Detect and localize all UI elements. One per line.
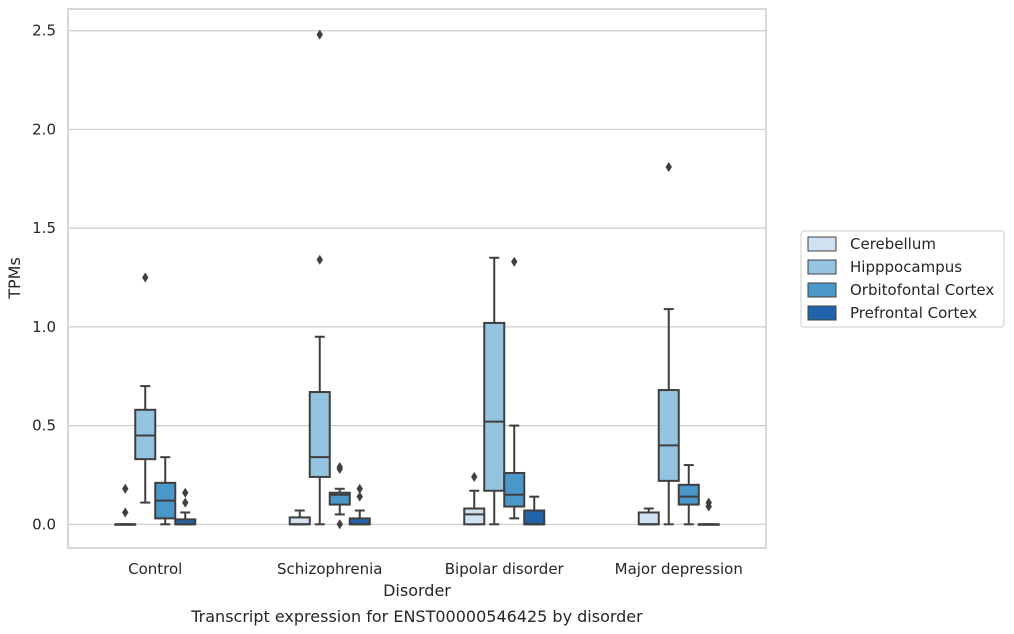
box-prefrontal-cortex bbox=[697, 497, 720, 526]
outlier-point bbox=[511, 256, 518, 267]
x-tick-labels: Control Schizophrenia Bipolar disorder Majo… bbox=[128, 560, 743, 578]
x-tick-label: Bipolar disorder bbox=[445, 560, 565, 578]
iqr-box bbox=[483, 321, 506, 492]
outlier-point bbox=[316, 29, 323, 40]
box-plot-area bbox=[114, 29, 720, 530]
legend-swatch bbox=[807, 259, 837, 275]
outlier-point bbox=[356, 491, 363, 502]
iqr-box bbox=[503, 471, 526, 508]
outlier-point bbox=[182, 487, 189, 498]
x-tick-label: Control bbox=[128, 560, 182, 578]
iqr-box bbox=[463, 507, 486, 526]
outlier-point bbox=[705, 497, 712, 508]
y-tick-label: 1.0 bbox=[32, 318, 56, 336]
y-tick-label: 0.0 bbox=[32, 515, 56, 533]
iqr-box bbox=[328, 491, 351, 506]
iqr-box bbox=[657, 389, 680, 482]
box-prefrontal-cortex bbox=[348, 483, 371, 526]
iqr-box bbox=[677, 483, 700, 506]
box-hipppocampus bbox=[308, 29, 331, 526]
box-orbitofontal-cortex bbox=[328, 462, 351, 530]
box-orbitofontal-cortex bbox=[154, 456, 177, 526]
legend-swatch bbox=[807, 236, 837, 252]
box-cerebellum bbox=[114, 483, 137, 526]
legend-label: Prefrontal Cortex bbox=[850, 304, 977, 322]
outlier-point bbox=[316, 254, 323, 265]
outlier-point bbox=[122, 507, 129, 518]
legend-swatch bbox=[807, 305, 837, 321]
box-orbitofontal-cortex bbox=[503, 256, 526, 520]
box-cerebellum bbox=[463, 471, 486, 526]
outlier-point bbox=[182, 497, 189, 508]
x-tick-label: Major depression bbox=[615, 560, 743, 578]
box-cerebellum bbox=[637, 507, 660, 526]
box-hipppocampus bbox=[657, 161, 680, 526]
y-tick-label: 2.5 bbox=[32, 22, 56, 40]
legend-label: Orbitofontal Cortex bbox=[850, 281, 994, 299]
y-axis-label: TPMs bbox=[5, 257, 24, 300]
iqr-box bbox=[288, 516, 311, 526]
box-hipppocampus bbox=[483, 256, 506, 526]
x-axis-label: Disorder bbox=[383, 581, 451, 600]
y-tick-labels: 0.0 0.5 1.0 1.5 2.0 2.5 bbox=[32, 22, 56, 534]
box-hipppocampus bbox=[134, 272, 157, 504]
legend-label: Cerebellum bbox=[850, 235, 936, 253]
box-orbitofontal-cortex bbox=[677, 464, 700, 526]
iqr-box bbox=[637, 511, 660, 526]
legend-label: Hipppocampus bbox=[850, 258, 962, 276]
outlier-point bbox=[122, 483, 129, 494]
legend-swatch bbox=[807, 282, 837, 298]
outlier-point bbox=[336, 462, 343, 473]
legend-frame bbox=[800, 230, 1005, 328]
box-prefrontal-cortex bbox=[523, 495, 546, 526]
outlier-point bbox=[471, 471, 478, 482]
outlier-point bbox=[665, 161, 672, 172]
iqr-box bbox=[308, 391, 331, 478]
y-tick-label: 2.0 bbox=[32, 120, 56, 138]
y-tick-label: 0.5 bbox=[32, 417, 56, 435]
legend: Cerebellum Hipppocampus Orbitofontal Corte… bbox=[800, 230, 1005, 328]
iqr-box bbox=[523, 509, 546, 526]
box-cerebellum bbox=[288, 509, 311, 526]
outlier-point bbox=[356, 483, 363, 494]
y-tick-label: 1.5 bbox=[32, 219, 56, 237]
chart-caption: Transcript expression for ENST0000054642… bbox=[190, 607, 643, 626]
outlier-point bbox=[142, 272, 149, 283]
outlier-point bbox=[336, 519, 343, 530]
x-tick-label: Schizophrenia bbox=[277, 560, 382, 578]
box-prefrontal-cortex bbox=[174, 487, 197, 526]
plot-frame bbox=[67, 8, 767, 549]
